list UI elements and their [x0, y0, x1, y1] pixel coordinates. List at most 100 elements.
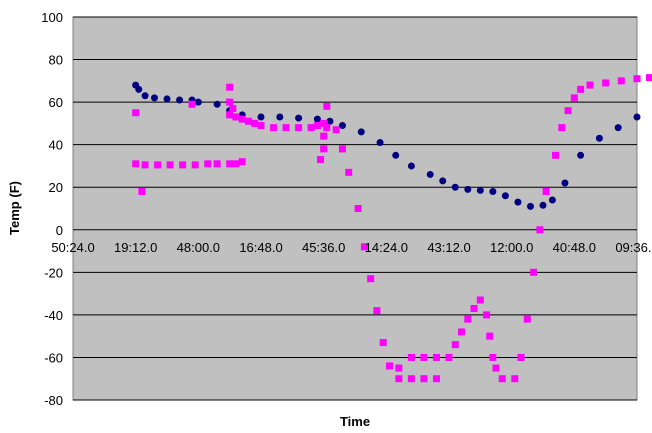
data-point-magenta — [323, 102, 331, 110]
data-point-navy — [276, 113, 284, 121]
data-point-magenta — [132, 160, 140, 168]
x-tick-label: 19:12.0 — [114, 240, 157, 255]
data-point-navy — [313, 115, 321, 123]
data-point-magenta — [282, 124, 290, 132]
data-point-magenta — [229, 104, 237, 112]
data-point-magenta — [320, 119, 328, 127]
data-point-magenta — [154, 161, 162, 169]
data-point-magenta — [257, 122, 265, 130]
data-point-magenta — [251, 119, 259, 127]
data-point-magenta — [270, 124, 278, 132]
y-tick-label: 100 — [41, 10, 63, 25]
x-tick-label: 14:24.0 — [365, 240, 408, 255]
data-point-magenta — [511, 375, 519, 383]
data-point-magenta — [295, 124, 303, 132]
data-point-navy — [539, 201, 547, 209]
data-point-navy — [577, 151, 585, 159]
data-point-navy — [150, 94, 158, 102]
data-point-magenta — [523, 315, 531, 323]
data-point-magenta — [213, 160, 221, 168]
data-point-navy — [439, 177, 447, 185]
data-point-magenta — [407, 375, 415, 383]
y-tick-label: 60 — [49, 95, 63, 110]
y-tick-label: -40 — [44, 308, 63, 323]
x-tick-label: 12:00.0 — [490, 240, 533, 255]
y-tick-label: 40 — [49, 138, 63, 153]
data-point-magenta — [445, 353, 453, 361]
data-point-magenta — [577, 85, 585, 93]
data-point-magenta — [323, 124, 331, 132]
data-point-navy — [194, 98, 202, 106]
data-point-magenta — [602, 79, 610, 87]
data-point-magenta — [586, 81, 594, 89]
data-point-navy — [141, 92, 149, 100]
data-point-magenta — [373, 307, 381, 315]
data-point-magenta — [232, 160, 240, 168]
data-point-magenta — [617, 77, 625, 85]
data-point-magenta — [395, 364, 403, 372]
data-point-magenta — [458, 328, 466, 336]
data-point-magenta — [498, 375, 506, 383]
y-tick-label: -80 — [44, 393, 63, 408]
data-point-navy — [451, 183, 459, 191]
data-point-navy — [514, 198, 522, 206]
data-point-magenta — [138, 187, 146, 195]
data-point-navy — [548, 196, 556, 204]
data-point-magenta — [432, 353, 440, 361]
data-point-magenta — [232, 113, 240, 121]
y-tick-label: 80 — [49, 53, 63, 68]
data-point-magenta — [238, 158, 246, 166]
data-point-magenta — [464, 315, 472, 323]
x-axis-title: Time — [340, 414, 370, 429]
x-tick-label: 48:00.0 — [177, 240, 220, 255]
data-point-magenta — [517, 353, 525, 361]
data-point-navy — [295, 114, 303, 122]
data-point-magenta — [646, 74, 652, 82]
data-point-magenta — [307, 124, 315, 132]
data-point-magenta — [633, 75, 641, 83]
data-point-magenta — [226, 98, 234, 106]
data-point-magenta — [542, 187, 550, 195]
data-point-magenta — [141, 161, 149, 169]
data-point-navy — [633, 113, 641, 121]
data-point-magenta — [570, 94, 578, 102]
data-point-magenta — [558, 124, 566, 132]
data-point-navy — [526, 202, 534, 210]
data-point-magenta — [492, 364, 500, 372]
data-point-magenta — [338, 145, 346, 153]
data-point-navy — [163, 95, 171, 103]
data-point-navy — [595, 134, 603, 142]
series-magenta — [132, 74, 652, 383]
data-point-magenta — [317, 156, 325, 164]
data-point-magenta — [489, 353, 497, 361]
data-point-magenta — [226, 83, 234, 91]
data-point-magenta — [486, 332, 494, 340]
data-point-magenta — [188, 100, 196, 108]
y-axis-title: Temp (F) — [7, 181, 22, 235]
data-point-navy — [561, 179, 569, 187]
data-point-navy — [501, 192, 509, 200]
data-point-navy — [357, 128, 365, 136]
data-point-navy — [407, 162, 415, 170]
x-tick-label: 43:12.0 — [427, 240, 470, 255]
series-navy — [132, 81, 641, 210]
x-tick-label: 16:48.0 — [239, 240, 282, 255]
data-point-navy — [257, 113, 265, 121]
data-point-navy — [135, 85, 143, 93]
data-point-magenta — [476, 296, 484, 304]
x-tick-label: 40:48.0 — [553, 240, 596, 255]
x-tick-label: 09:36.0 — [615, 240, 652, 255]
data-point-magenta — [226, 160, 234, 168]
y-axis-ticks: 100 80 60 40 20 0 -20 -40 -60 -80 — [41, 10, 63, 408]
data-point-navy — [464, 185, 472, 193]
y-tick-label: 0 — [56, 223, 63, 238]
data-point-magenta — [320, 132, 328, 140]
data-point-magenta — [204, 160, 212, 168]
data-point-magenta — [332, 126, 340, 134]
data-point-magenta — [313, 122, 321, 130]
data-point-magenta — [179, 161, 187, 169]
data-point-magenta — [420, 375, 428, 383]
y-tick-label: 20 — [49, 180, 63, 195]
data-point-magenta — [564, 107, 572, 115]
